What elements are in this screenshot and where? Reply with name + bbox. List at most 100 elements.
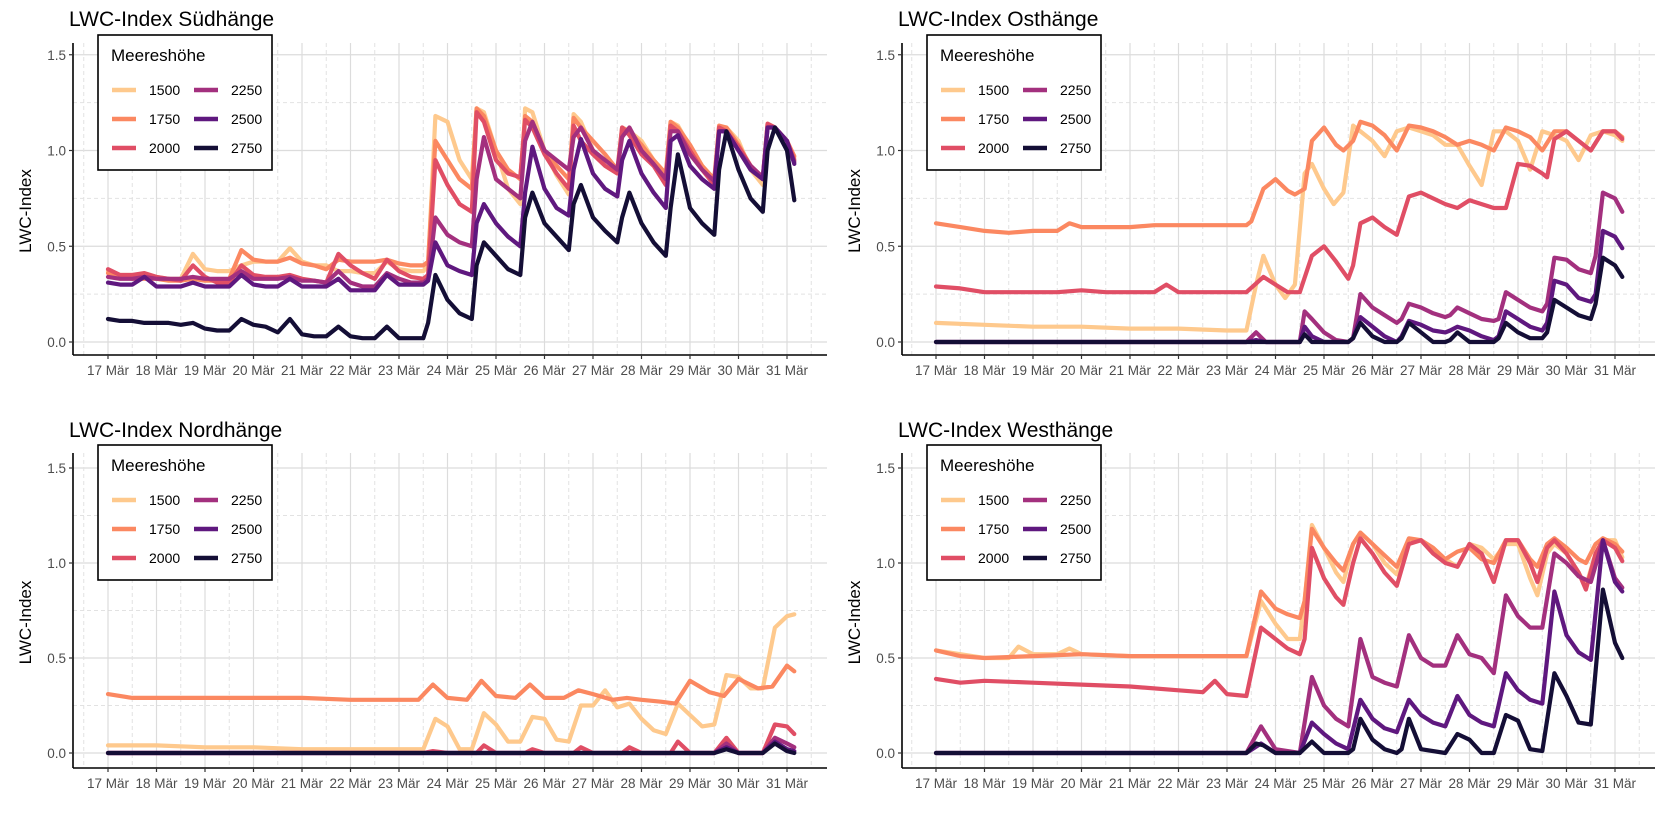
x-tick-label: 27 Mär [572,776,615,791]
legend-label-1500: 1500 [149,492,180,508]
series-line-2500 [105,125,797,293]
legend-title: Meereshöhe [940,46,1035,65]
series-lines [105,106,797,341]
legend-label-2500: 2500 [1060,521,1091,537]
x-tick-label: 21 Mär [1109,776,1152,791]
y-axis-label: LWC-Index [16,169,35,253]
series-lines [105,612,797,756]
x-tick-label: 19 Mär [184,776,227,791]
x-tick-label: 27 Mär [572,363,615,378]
series-line-1500 [105,612,797,752]
legend-label-2750: 2750 [1060,140,1091,156]
x-tick-label: 18 Mär [963,363,1006,378]
y-tick-label: 0.0 [47,335,66,350]
legend-label-2750: 2750 [231,140,262,156]
legend-label-1750: 1750 [978,521,1009,537]
legend-label-1750: 1750 [149,111,180,127]
legend-label-2250: 2250 [1060,492,1091,508]
x-tick-label: 23 Mär [1206,363,1249,378]
x-tick-label: 23 Mär [1206,776,1249,791]
legend: Meereshöhe 1500 1750 2000 2250 2500 2750 [926,34,1102,171]
legend: Meereshöhe 1500 1750 2000 2250 2500 2750 [97,444,273,581]
x-tick-label: 28 Mär [1448,776,1491,791]
x-tick-label: 24 Mär [1254,776,1297,791]
x-tick-label: 17 Mär [915,776,958,791]
x-tick-label: 30 Mär [1545,363,1588,378]
x-tick-label: 24 Mär [1254,363,1297,378]
x-tick-label: 18 Mär [135,363,178,378]
x-tick-label: 26 Mär [1351,776,1394,791]
x-tick-label: 27 Mär [1400,363,1443,378]
panel-east: LWC-Index Osthänge 0.0 0.5 1.0 1.5 17 Mär 18 M… [845,8,1655,378]
x-tick-label: 25 Mär [1303,363,1346,378]
x-tick-label: 26 Mär [523,363,566,378]
x-tick-label: 31 Mär [1594,363,1637,378]
panel-title: LWC-Index Nordhänge [69,419,282,442]
series-line-2000 [933,129,1625,295]
y-tick-label: 0.0 [876,746,895,761]
y-tick-label: 1.0 [876,144,895,159]
legend-label-1750: 1750 [978,111,1009,127]
series-lines [933,119,1625,345]
x-tick-label: 22 Mär [329,363,372,378]
x-tick-label: 31 Mär [766,776,809,791]
y-tick-label: 1.0 [47,556,66,571]
y-axis-label: LWC-Index [16,580,35,664]
x-tick-label: 21 Mär [281,776,324,791]
x-tick-label: 25 Mär [1303,776,1346,791]
x-tick-label: 22 Mär [329,776,372,791]
x-tick-label: 29 Mär [1497,363,1540,378]
y-tick-label: 0.5 [47,239,66,254]
legend: Meereshöhe 1500 1750 2000 2250 2500 2750 [926,444,1102,581]
x-tick-label: 17 Mär [87,776,130,791]
x-tick-label: 25 Mär [475,363,518,378]
series-line-2250 [933,190,1625,345]
panel-title: LWC-Index Osthänge [898,8,1098,31]
x-tick-label: 20 Mär [232,776,275,791]
x-tick-label: 23 Mär [378,776,421,791]
y-tick-label: 0.5 [876,651,895,666]
x-tick-label: 19 Mär [1012,363,1055,378]
legend-label-2000: 2000 [149,550,180,566]
y-tick-label: 0.0 [47,746,66,761]
x-tick-label: 30 Mär [1545,776,1588,791]
x-tick-label: 18 Mär [963,776,1006,791]
x-tick-label: 24 Mär [426,776,469,791]
legend-label-2000: 2000 [149,140,180,156]
legend: Meereshöhe 1500 1750 2000 2250 2500 2750 [97,34,273,171]
panel-west: LWC-Index Westhänge 0.0 0.5 1.0 1.5 17 Mär 18 … [845,419,1655,791]
series-line-2750 [105,741,797,756]
series-line-2000 [933,536,1625,699]
x-tick-label: 22 Mär [1157,363,1200,378]
x-tick-label: 23 Mär [378,363,421,378]
y-tick-label: 0.0 [876,335,895,350]
x-tick-label: 18 Mär [135,776,178,791]
x-tick-label: 30 Mär [717,363,760,378]
y-tick-label: 1.5 [47,461,66,476]
y-tick-label: 1.0 [47,144,66,159]
panel-south: LWC-Index Südhänge 0.0 0.5 1.0 1.5 17 Mär 18 M… [16,8,827,378]
panel-north: LWC-Index Nordhänge 0.0 0.5 1.0 1.5 17 Mär 18 … [16,419,827,791]
x-tick-label: 26 Mär [1351,363,1394,378]
legend-label-2250: 2250 [1060,82,1091,98]
x-tick-label: 24 Mär [426,363,469,378]
legend-title: Meereshöhe [111,46,206,65]
legend-label-2500: 2500 [1060,111,1091,127]
y-axis-label: LWC-Index [845,169,864,253]
x-tick-label: 22 Mär [1157,776,1200,791]
series-line-2750 [933,587,1625,756]
series-line-2250 [105,119,797,289]
y-axis-label: LWC-Index [845,580,864,664]
x-tick-label: 30 Mär [717,776,760,791]
legend-label-1500: 1500 [978,82,1009,98]
x-tick-label: 20 Mär [1060,363,1103,378]
panel-title: LWC-Index Südhänge [69,8,274,31]
legend-title: Meereshöhe [940,456,1035,475]
y-tick-label: 0.5 [876,239,895,254]
legend-label-2500: 2500 [231,521,262,537]
legend-box [926,34,1102,171]
legend-label-2000: 2000 [978,550,1009,566]
y-tick-label: 0.5 [47,651,66,666]
legend-label-2500: 2500 [231,111,262,127]
